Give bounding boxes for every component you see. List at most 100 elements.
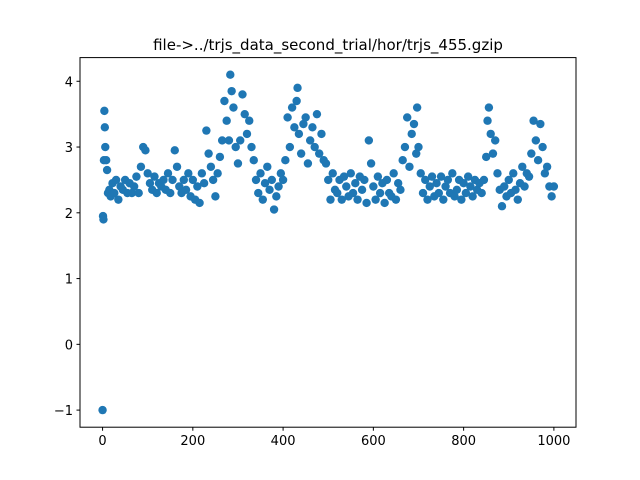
scatter-point	[504, 175, 513, 185]
scatter-point	[287, 103, 297, 112]
scatter-point	[310, 142, 319, 152]
scatter-point	[466, 182, 475, 191]
scatter-point	[351, 179, 360, 188]
scatter-point	[251, 175, 261, 185]
scatter-point	[450, 192, 459, 201]
scatter-point	[371, 195, 380, 204]
scatter-point	[443, 175, 453, 185]
scatter-point	[215, 152, 225, 162]
scatter-point	[260, 179, 270, 188]
scatter-point	[500, 182, 509, 191]
scatter-point	[99, 215, 108, 224]
scatter-point	[497, 202, 507, 211]
scatter-point	[481, 152, 491, 162]
scatter-point	[283, 113, 292, 122]
axes-frame	[79, 57, 577, 428]
scatter-point	[389, 169, 398, 178]
scatter-point	[414, 142, 423, 152]
scatter-point	[202, 126, 211, 135]
scatter-point	[181, 185, 191, 194]
scatter-point	[172, 162, 182, 171]
scatter-point	[217, 136, 227, 145]
scatter-point	[278, 175, 288, 185]
x-tick-label: 400	[271, 434, 296, 449]
scatter-point	[258, 195, 267, 204]
y-tick-label: 1	[65, 273, 73, 288]
scatter-point	[265, 185, 274, 194]
scatter-point	[159, 175, 168, 185]
scatter-point	[547, 192, 556, 201]
scatter-point	[333, 188, 342, 198]
scatter-point	[206, 162, 216, 171]
scatter-point	[127, 188, 137, 198]
scatter-point	[231, 142, 240, 152]
scatter-point	[224, 136, 234, 145]
scatter-point	[403, 113, 412, 122]
scatter-point	[393, 179, 403, 188]
scatter-point	[166, 188, 175, 198]
scatter-point	[423, 195, 432, 204]
scatter-point	[150, 172, 159, 181]
scatter-point	[427, 172, 437, 181]
scatter-point	[188, 175, 198, 185]
scatter-point	[236, 136, 245, 145]
scatter-point	[342, 182, 351, 191]
scatter-point	[100, 106, 109, 116]
scatter-point	[353, 195, 362, 204]
scatter-point	[256, 169, 265, 178]
scatter-point	[396, 185, 405, 194]
scatter-point	[145, 179, 155, 188]
y-tick-label: 3	[65, 141, 73, 156]
scatter-point	[276, 169, 286, 178]
scatter-point	[486, 129, 495, 139]
scatter-point	[193, 182, 202, 191]
scatter-point	[213, 169, 222, 178]
scatter-point	[531, 136, 541, 145]
scatter-point	[488, 149, 498, 158]
y-tick-label: −1	[54, 404, 73, 419]
scatter-point	[407, 129, 416, 139]
y-tick-label: 4	[65, 75, 73, 90]
scatter-point	[317, 129, 326, 139]
y-tick-label: 2	[65, 207, 73, 222]
scatter-point	[195, 198, 204, 208]
scatter-point	[308, 123, 317, 132]
scatter-point	[101, 142, 110, 152]
scatter-point	[263, 162, 272, 171]
scatter-point	[240, 109, 249, 119]
scatter-point	[339, 172, 349, 181]
scatter-point	[170, 146, 179, 155]
scatter-point	[110, 188, 119, 198]
scatter-point	[227, 86, 236, 96]
scatter-point	[452, 185, 462, 194]
plot-area	[98, 70, 559, 415]
scatter-point	[380, 198, 389, 208]
scatter-point	[459, 179, 468, 188]
scatter-point	[132, 172, 141, 181]
scatter-point	[238, 90, 247, 99]
scatter-point	[412, 149, 421, 158]
scatter-point	[136, 162, 146, 171]
scatter-point	[412, 103, 422, 112]
scatter-point	[326, 195, 335, 204]
x-tick-label: 200	[180, 434, 205, 449]
scatter-point	[101, 155, 111, 165]
scatter-point	[509, 169, 518, 178]
scatter-point	[179, 175, 189, 185]
scatter-point	[290, 123, 299, 132]
scatter-point	[373, 172, 383, 181]
scatter-point	[366, 159, 376, 168]
scatter-point	[477, 188, 486, 198]
scatter-point	[511, 185, 520, 194]
scatter-point	[448, 169, 457, 178]
scatter-point	[321, 159, 331, 168]
scatter-point	[484, 103, 494, 112]
scatter-point	[457, 195, 466, 204]
scatter-point	[391, 195, 401, 204]
scatter-point	[538, 142, 547, 152]
scatter-point	[357, 185, 367, 194]
scatter-point	[527, 149, 536, 158]
scatter-point	[299, 119, 308, 129]
